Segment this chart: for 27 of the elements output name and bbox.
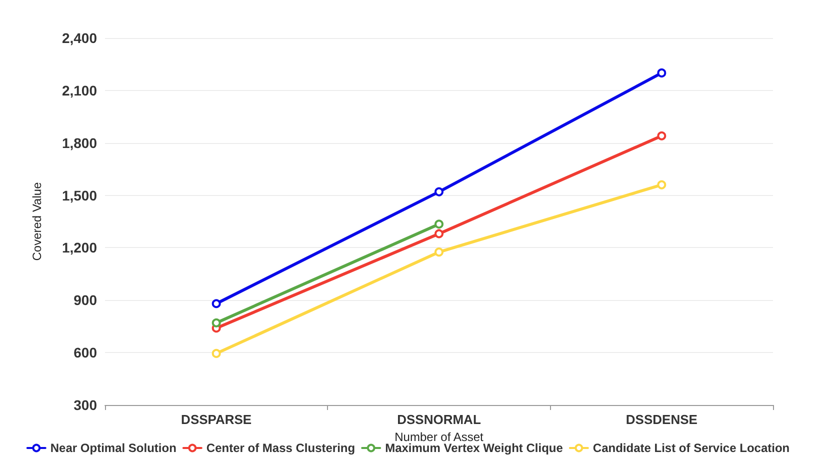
y-tick-label: 1,200 [62,240,98,256]
y-tick-label: 1,800 [62,134,98,151]
x-tick-label: DSSPARSE [181,412,252,427]
legend-label: Center of Mass Clustering [206,441,356,455]
point [434,229,444,238]
legend-label: Near Optimal Solution [50,441,176,455]
y-tick-label: 600 [74,344,98,361]
legend-label: Candidate List of Service Location [592,441,790,455]
point [657,180,666,190]
legend-label: Maximum Vertex Weight Clique [385,441,564,455]
point [434,220,444,229]
point [212,348,221,358]
y-tick-label: 900 [74,292,98,308]
point [212,299,221,308]
x-axis-title: Number of Asset [394,430,484,444]
point [434,248,444,257]
x-tick-label: DSSNORMAL [397,412,481,427]
point [434,187,444,196]
y-tick-label: 300 [74,397,98,413]
x-tick-label: DSSDENSE [626,412,698,427]
point [657,131,666,140]
y-tick-label: 1,500 [62,187,98,204]
y-tick-label: 2,400 [62,30,98,46]
point [212,318,221,328]
point [657,68,666,78]
y-tick-label: 2,100 [62,82,98,98]
y-axis-title: Covered Value [30,182,44,261]
